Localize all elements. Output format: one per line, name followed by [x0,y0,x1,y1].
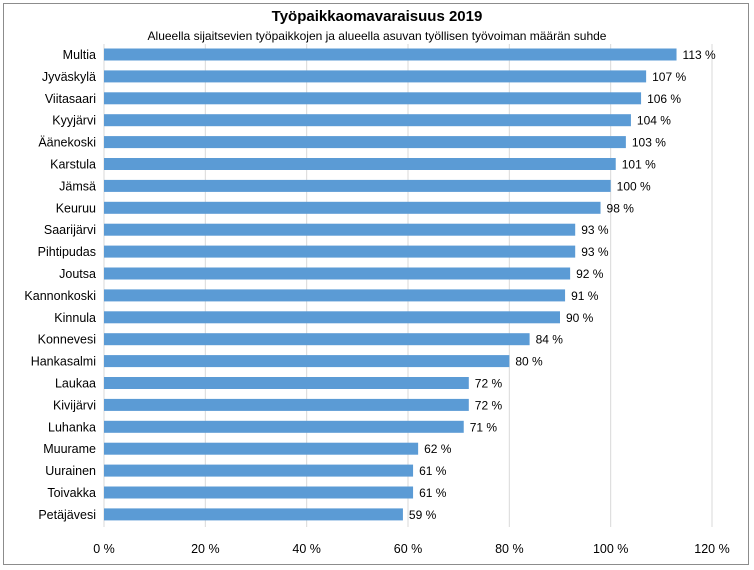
category-label: Kivijärvi [53,398,96,412]
bar [104,267,571,280]
category-label: Karstula [50,158,96,172]
category-label: Kyyjärvi [52,114,96,128]
data-label: 61 % [419,464,447,478]
data-label: 93 % [581,223,609,237]
bar [104,289,566,302]
bar [104,48,677,61]
bar [104,70,647,83]
data-label: 101 % [622,158,656,172]
category-label: Joutsa [59,267,96,281]
data-label: 98 % [607,201,635,215]
data-label: 80 % [515,355,543,369]
category-label: Viitasaari [45,92,96,106]
bar [104,179,611,192]
labels: 0 % 20 % 40 % 60 % 80 % 100 % 120 % Multia 113 %… [24,48,729,556]
x-tick-label: 40 % [292,542,321,556]
data-label: 106 % [647,92,681,106]
bar [104,245,576,258]
category-label: Saarijärvi [44,223,96,237]
bar [104,136,626,149]
category-label: Uurainen [45,464,96,478]
data-label: 103 % [632,136,666,150]
category-label: Kinnula [54,311,96,325]
bar [104,398,469,411]
category-label: Konnevesi [38,333,96,347]
x-tick-label: 80 % [495,542,524,556]
x-tick-label: 120 % [694,542,729,556]
data-label: 71 % [470,420,498,434]
category-label: Luhanka [48,420,96,434]
bar [104,486,414,499]
category-label: Multia [63,48,96,62]
chart-subtitle: Alueella sijaitsevien työpaikkojen ja al… [147,29,607,43]
data-label: 72 % [475,398,503,412]
bar [104,420,464,433]
category-label: Äänekoski [38,136,96,150]
data-label: 72 % [475,377,503,391]
bars [104,48,677,521]
data-label: 62 % [424,442,452,456]
bar [104,508,403,521]
data-label: 92 % [576,267,604,281]
category-label: Pihtipudas [38,245,96,259]
bar [104,333,530,346]
category-label: Jyväskylä [42,70,96,84]
bar [104,464,414,477]
category-label: Keuruu [56,201,96,215]
bar [104,442,419,455]
data-label: 93 % [581,245,609,259]
category-label: Hankasalmi [31,355,96,369]
category-label: Petäjävesi [38,508,96,522]
bar [104,311,560,324]
bar [104,92,642,105]
data-label: 91 % [571,289,599,303]
chart-title: Työpaikkaomavaraisuus 2019 [271,8,483,25]
category-label: Toivakka [47,486,96,500]
category-label: Jämsä [59,179,96,193]
bar [104,377,469,389]
x-tick-label: 20 % [191,542,220,556]
x-tick-label: 60 % [394,542,423,556]
bar [104,114,631,127]
category-label: Laukaa [55,377,96,391]
data-label: 104 % [637,114,671,128]
data-label: 59 % [409,508,437,522]
data-label: 100 % [617,179,651,193]
data-label: 113 % [683,48,716,62]
data-label: 107 % [652,70,686,84]
category-label: Muurame [43,442,96,456]
data-label: 84 % [536,333,564,347]
data-label: 61 % [419,486,447,500]
bar [104,201,601,214]
x-tick-label: 100 % [593,542,628,556]
bar [104,158,616,170]
category-label: Kannonkoski [24,289,96,303]
x-tick-label: 0 % [93,542,115,556]
data-label: 90 % [566,311,594,325]
bar [104,223,576,236]
bar [104,355,510,368]
